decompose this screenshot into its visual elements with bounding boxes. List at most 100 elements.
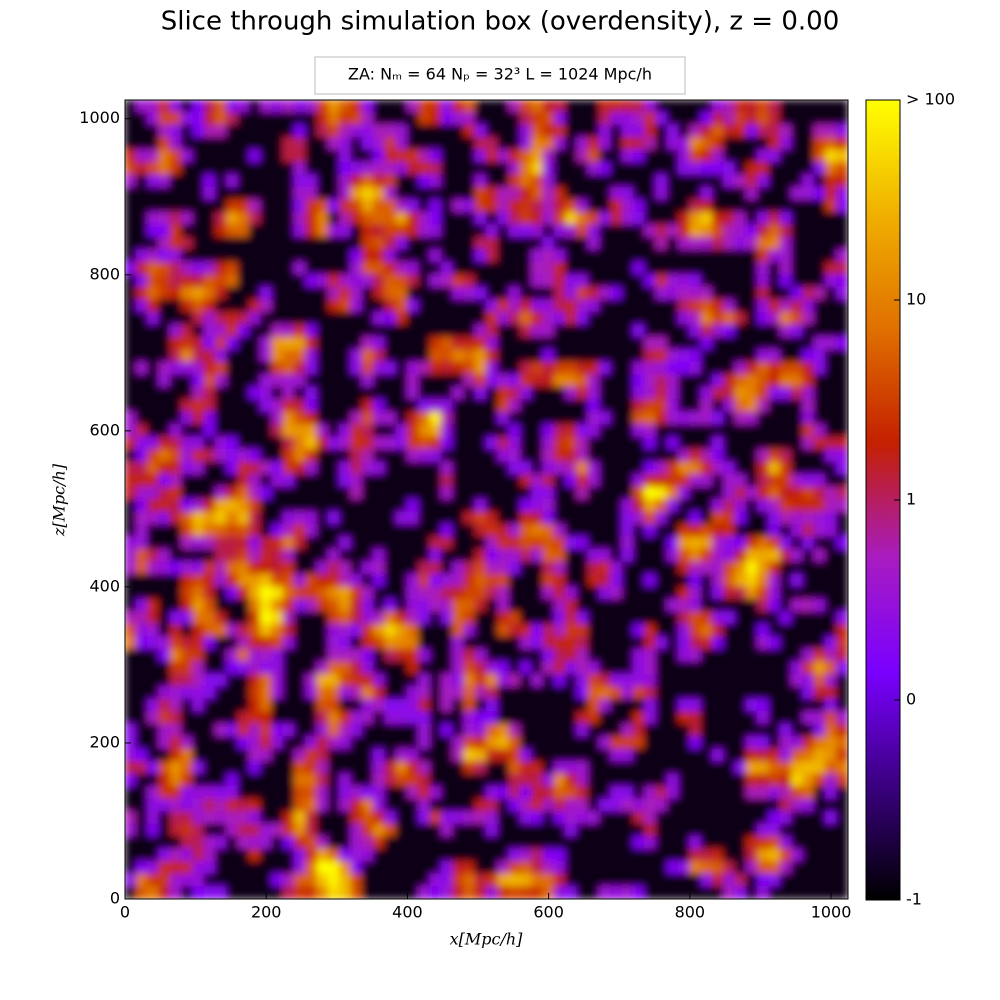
density-cell xyxy=(565,311,578,326)
density-cell xyxy=(519,836,533,850)
density-cell xyxy=(463,748,476,763)
density-cell xyxy=(418,224,431,238)
density-cell xyxy=(180,224,194,238)
density-cell xyxy=(621,736,634,750)
density-cell xyxy=(689,698,702,713)
density-cell xyxy=(180,548,194,563)
density-cell xyxy=(655,798,668,813)
density-cell xyxy=(508,424,521,438)
density-cell xyxy=(361,349,375,363)
density-cell xyxy=(621,711,634,725)
density-cell xyxy=(169,111,182,126)
density-cell xyxy=(711,399,725,413)
density-cell xyxy=(723,436,736,451)
density-cell xyxy=(406,336,420,351)
density-cell xyxy=(463,773,476,788)
density-cell xyxy=(350,436,363,451)
density-cell xyxy=(531,311,544,326)
density-cell xyxy=(316,274,329,288)
density-cell xyxy=(836,736,848,750)
density-cell xyxy=(373,511,386,525)
density-cell xyxy=(305,598,318,613)
density-cell xyxy=(632,274,646,288)
density-cell xyxy=(373,111,386,126)
density-cell xyxy=(531,861,544,875)
density-cell xyxy=(474,124,487,138)
density-cell xyxy=(644,411,657,426)
density-cell xyxy=(723,149,736,163)
density-cell xyxy=(237,311,250,326)
density-cell xyxy=(689,349,702,363)
density-cell xyxy=(802,236,815,251)
density-cell xyxy=(248,773,262,788)
density-cell xyxy=(429,324,442,338)
density-cell xyxy=(440,611,454,625)
density-cell xyxy=(135,336,149,351)
density-cell xyxy=(508,661,521,675)
density-cell xyxy=(768,561,781,575)
density-cell xyxy=(553,573,567,588)
density-cell xyxy=(339,811,352,825)
density-cell xyxy=(282,611,295,625)
density-cell xyxy=(293,511,307,525)
density-cell xyxy=(542,100,555,113)
density-cell xyxy=(598,186,612,201)
density-cell xyxy=(791,100,804,113)
density-cell xyxy=(689,174,702,188)
density-cell xyxy=(248,461,262,476)
density-cell xyxy=(678,623,691,638)
density-cell xyxy=(824,886,838,899)
density-cell xyxy=(610,436,623,451)
density-cell xyxy=(463,211,476,226)
density-cell xyxy=(339,523,352,538)
density-cell xyxy=(180,686,194,700)
density-cell xyxy=(508,249,521,263)
density-cell xyxy=(576,386,589,401)
density-cell xyxy=(587,324,600,338)
density-cell xyxy=(813,861,826,875)
density-cell xyxy=(802,636,815,650)
density-cell xyxy=(711,673,725,688)
density-cell xyxy=(700,511,713,525)
density-cell xyxy=(180,623,194,638)
density-cell xyxy=(361,511,375,525)
density-cell xyxy=(135,861,149,875)
density-cell xyxy=(248,311,262,326)
density-cell xyxy=(576,723,589,738)
density-cell xyxy=(565,386,578,401)
density-cell xyxy=(429,461,442,476)
density-cell xyxy=(192,111,205,126)
density-cell xyxy=(350,286,363,301)
density-cell xyxy=(440,511,454,525)
density-cell xyxy=(632,861,646,875)
density-cell xyxy=(248,199,262,213)
density-cell xyxy=(644,811,657,825)
density-cell xyxy=(237,823,250,838)
density-cell xyxy=(644,648,657,663)
density-cell xyxy=(791,211,804,226)
density-cell xyxy=(553,286,567,301)
density-cell xyxy=(339,261,352,276)
density-cell xyxy=(327,798,341,813)
density-cell xyxy=(452,361,465,376)
density-cell xyxy=(180,449,194,463)
density-cell xyxy=(768,199,781,213)
density-cell xyxy=(497,424,510,438)
density-cell xyxy=(813,224,826,238)
density-cell xyxy=(214,299,228,313)
density-cell xyxy=(180,199,194,213)
density-cell xyxy=(723,773,736,788)
density-cell xyxy=(237,361,250,376)
density-cell xyxy=(316,199,329,213)
density-cell xyxy=(169,636,182,650)
density-cell xyxy=(452,561,465,575)
density-cell xyxy=(757,811,770,825)
density-cell xyxy=(802,499,815,513)
density-cell xyxy=(757,873,770,888)
density-cell xyxy=(531,149,544,163)
density-cell xyxy=(836,561,848,575)
density-cell xyxy=(463,823,476,838)
density-cell xyxy=(768,773,781,788)
density-cell xyxy=(745,611,759,625)
density-cell xyxy=(271,261,284,276)
